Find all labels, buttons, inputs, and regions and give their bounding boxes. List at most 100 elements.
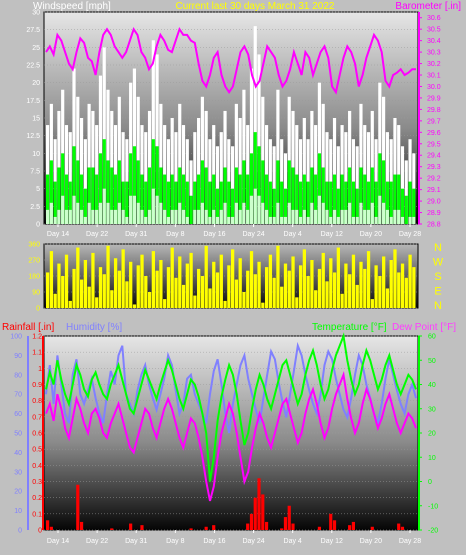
- rainfall-bar: [246, 523, 250, 530]
- wind-direction-bar: [95, 297, 99, 308]
- wind-average-bar: [370, 167, 374, 224]
- rainfall-bar: [253, 497, 257, 530]
- wind-direction-bar: [208, 288, 212, 308]
- wind-low-bar: [393, 209, 397, 224]
- wind-average-bar: [355, 188, 359, 224]
- rainfall-y-tick: 0.7: [32, 414, 42, 421]
- climate-x-tick: Day 31: [125, 538, 147, 545]
- humidity-y-tick: 0: [18, 528, 22, 535]
- wind-direction-bar: [140, 254, 144, 308]
- wind-average-bar: [400, 188, 405, 224]
- wind-average-bar: [129, 153, 133, 224]
- wind-direction-bar: [204, 245, 208, 308]
- wind-average-bar: [234, 167, 238, 224]
- wind-average-bar: [132, 146, 137, 224]
- temperature-y-tick: 0: [428, 479, 432, 486]
- wind-low-bar: [227, 216, 231, 224]
- wind-average-bar: [317, 153, 322, 224]
- wind-direction-bar: [106, 245, 110, 308]
- wind-low-bar: [64, 209, 69, 224]
- wind-direction-bar: [61, 276, 65, 308]
- wind-direction-bar: [268, 254, 273, 308]
- wind-direction-bar: [385, 288, 390, 308]
- windspeed-title: Windspeed [mph]: [33, 1, 111, 12]
- wind-direction-bar: [253, 274, 257, 308]
- dewpoint-axis-title: Dew Point [°F]: [392, 322, 456, 333]
- wind-low-bar: [363, 209, 367, 224]
- dewpoint-line: [45, 370, 417, 502]
- wind-direction-bar: [227, 265, 231, 308]
- temperature-line: [45, 332, 417, 482]
- rainfall-y-tick: 0.8: [32, 398, 42, 405]
- wind-direction-bar: [193, 295, 197, 308]
- wind-gust-bar: [321, 103, 325, 224]
- wind-direction-bar: [189, 252, 193, 308]
- wind-average-bar: [174, 181, 178, 224]
- wind-average-bar: [159, 167, 163, 224]
- wind-low-bar: [385, 209, 389, 224]
- wind-average-bar: [280, 181, 284, 224]
- wind-direction-bar: [185, 263, 189, 308]
- wind-gust-bar: [276, 89, 280, 224]
- temperature-y-tick: 60: [428, 334, 436, 341]
- wind-average-bar: [257, 146, 261, 224]
- wind-direction-bar: [170, 247, 174, 308]
- wind-direction-bar: [344, 263, 348, 308]
- wind-low-bar: [283, 216, 288, 224]
- wind-average-bar: [397, 174, 401, 224]
- wind-average-bar: [91, 167, 95, 224]
- direction-y-tick: 0: [36, 306, 40, 313]
- wind-low-bar: [412, 216, 416, 224]
- wind-direction-bar: [113, 258, 118, 308]
- wind-average-bar: [193, 181, 197, 224]
- temperature-y-tick: 50: [428, 358, 436, 365]
- climate-x-tick: Day 28: [399, 538, 421, 545]
- wind-low-bar: [378, 195, 382, 224]
- wind-x-tick: Day 8: [166, 231, 184, 238]
- rainfall-bar: [348, 525, 352, 530]
- wind-direction-bar: [46, 272, 50, 308]
- wind-low-bar: [310, 202, 314, 224]
- wind-gust-bar: [249, 68, 254, 225]
- compass-label: E: [434, 286, 441, 298]
- rainfall-bar: [49, 526, 53, 530]
- wind-gust-bar: [340, 125, 344, 224]
- wind-x-tick: Day 14: [47, 231, 69, 238]
- barometer-y-tick: 30.2: [427, 61, 441, 68]
- wind-direction-bar: [181, 284, 186, 308]
- rainfall-bar: [79, 521, 84, 530]
- compass-label: N: [434, 300, 442, 312]
- wind-low-bar: [144, 216, 148, 224]
- wind-average-bar: [219, 181, 223, 224]
- wind-average-bar: [185, 181, 189, 224]
- barometer-y-tick: 30.1: [427, 73, 441, 80]
- wind-average-bar: [249, 153, 254, 224]
- wind-direction-bar: [197, 268, 201, 308]
- wind-average-bar: [83, 188, 87, 224]
- humidity-y-tick: 10: [14, 508, 22, 515]
- wind-x-tick: Day 31: [125, 231, 147, 238]
- compass-label: S: [434, 271, 441, 283]
- rainfall-y-tick: 0.6: [32, 431, 42, 438]
- wind-average-bar: [61, 153, 65, 224]
- temperature-y-tick: -10: [428, 503, 438, 510]
- wind-average-bar: [374, 181, 378, 224]
- wind-direction-bar: [238, 258, 242, 308]
- wind-x-tick: Day 16: [203, 231, 225, 238]
- wind-low-bar: [136, 202, 140, 224]
- wind-average-bar: [261, 160, 265, 224]
- wind-low-bar: [68, 209, 72, 224]
- rainfall-bar: [317, 526, 322, 530]
- wind-direction-bar: [298, 265, 303, 308]
- wind-average-bar: [359, 167, 363, 224]
- wind-direction-bar: [404, 277, 408, 308]
- wind-low-bar: [76, 202, 80, 224]
- rainfall-y-tick: 1: [38, 366, 42, 373]
- wind-direction-bar: [317, 268, 322, 308]
- rainfall-y-tick: 1.2: [32, 334, 42, 341]
- humidity-axis-title: Humidity [%]: [66, 322, 122, 333]
- wind-low-bar: [197, 209, 201, 224]
- wind-low-bar: [174, 209, 178, 224]
- climate-x-tick: Day 14: [47, 538, 69, 545]
- wind-gust-bar: [404, 160, 408, 224]
